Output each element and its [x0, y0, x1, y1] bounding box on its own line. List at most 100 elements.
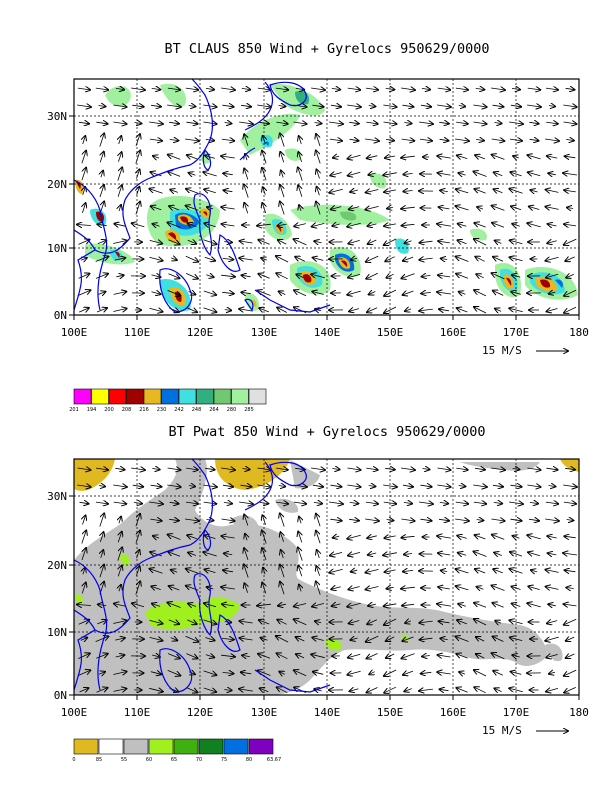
- wind-vector: [474, 290, 487, 297]
- wind-vector: [204, 223, 216, 226]
- wind-vector: [221, 156, 235, 158]
- wind-vector: [474, 619, 487, 626]
- wind-vector: [348, 274, 361, 277]
- wind-vector: [277, 687, 288, 694]
- colorbar-label: 55: [121, 757, 127, 763]
- claus-vector-ref: 15 M/S: [482, 344, 568, 357]
- wind-vector: [438, 655, 451, 657]
- wind-vector: [167, 485, 180, 487]
- wind-vector: [296, 654, 305, 658]
- wind-vector: [491, 468, 505, 470]
- wind-vector: [170, 638, 178, 641]
- wind-vector: [438, 553, 451, 555]
- wind-vector: [347, 671, 361, 675]
- wind-vector: [80, 638, 87, 641]
- wind-vector: [276, 256, 289, 263]
- wind-vector: [275, 502, 288, 504]
- wind-vector: [527, 468, 540, 470]
- wind-vector: [458, 553, 467, 556]
- wind-vector: [366, 569, 379, 572]
- wind-vector: [186, 687, 198, 693]
- wind-vector: [404, 123, 411, 124]
- wind-vector: [458, 486, 466, 487]
- colorbar-label: 0: [72, 757, 75, 763]
- wind-vector: [492, 603, 504, 608]
- wind-vector: [476, 520, 484, 521]
- wind-vector: [203, 307, 217, 312]
- wind-vector: [204, 189, 216, 192]
- wind-vector: [419, 621, 433, 623]
- wind-vector: [205, 638, 214, 641]
- colorbar-label: 216: [139, 407, 149, 413]
- wind-vector: [564, 618, 577, 625]
- wind-vector: [545, 502, 558, 504]
- wind-vector: [566, 637, 575, 641]
- wind-vector: [474, 687, 486, 694]
- wind-vector: [224, 553, 233, 554]
- wind-vector: [280, 565, 285, 578]
- colorbar-swatch: [91, 388, 109, 405]
- wind-vector: [185, 502, 198, 504]
- wind-vector: [365, 139, 379, 141]
- wind-vector: [547, 621, 558, 624]
- colorbar-swatch: [196, 388, 214, 405]
- panel-pwat: BT Pwat 850 Wind + Gyrelocs 950629/0000: [47, 424, 589, 737]
- wind-vector: [153, 156, 160, 158]
- wind-vector: [402, 636, 414, 641]
- wind-vector: [330, 173, 342, 176]
- wind-vector: [317, 170, 320, 179]
- wind-vector: [332, 469, 339, 470]
- wind-vector: [98, 604, 107, 605]
- wind-vector: [365, 88, 378, 90]
- wind-vector: [203, 502, 217, 504]
- wind-vector: [101, 171, 103, 178]
- wind-vector: [82, 203, 85, 214]
- wind-vector: [455, 139, 469, 141]
- wind-vector: [168, 172, 181, 177]
- wind-vector: [299, 585, 301, 592]
- wind-vector: [149, 139, 162, 141]
- wind-vector: [136, 566, 139, 576]
- wind-vector: [117, 547, 122, 561]
- wind-vector: [529, 207, 540, 210]
- colorbar-swatch: [198, 738, 224, 755]
- wind-vector: [298, 185, 302, 197]
- wind-vector: [366, 122, 377, 124]
- wind-vector: [367, 156, 378, 159]
- wind-vector: [223, 502, 232, 503]
- x-tick: 130E: [251, 326, 278, 339]
- x-tick: 150E: [377, 706, 404, 719]
- wind-vector: [295, 257, 305, 261]
- wind-vector: [528, 586, 540, 589]
- wind-vector: [167, 88, 180, 90]
- wind-vector: [203, 172, 217, 177]
- wind-vector: [280, 513, 285, 527]
- wind-vector: [492, 535, 505, 540]
- wind-vector: [348, 240, 360, 243]
- wind-vector: [456, 569, 469, 574]
- wind-vector: [316, 514, 321, 527]
- wind-vector: [492, 485, 503, 486]
- wind-vector: [401, 536, 415, 537]
- wind-vector: [440, 689, 449, 690]
- wind-vector: [79, 502, 89, 503]
- wind-vector: [420, 638, 433, 640]
- wind-vector: [187, 535, 197, 539]
- wind-vector: [294, 224, 306, 227]
- wind-vector: [563, 485, 577, 487]
- wind-vector: [313, 672, 324, 675]
- wind-vector: [113, 502, 127, 504]
- wind-vector: [563, 502, 576, 504]
- wind-vector: [258, 240, 270, 245]
- wind-vector: [77, 485, 90, 487]
- wind-vector: [419, 139, 432, 141]
- wind-vector: [187, 620, 196, 624]
- wind-vector: [314, 123, 322, 124]
- wind-vector: [185, 635, 199, 642]
- wind-vector: [317, 550, 320, 559]
- wind-vector: [476, 139, 484, 140]
- colorbar-swatch: [148, 738, 174, 755]
- wind-vector: [565, 156, 576, 158]
- wind-vector: [241, 672, 252, 674]
- wind-vector: [439, 122, 449, 123]
